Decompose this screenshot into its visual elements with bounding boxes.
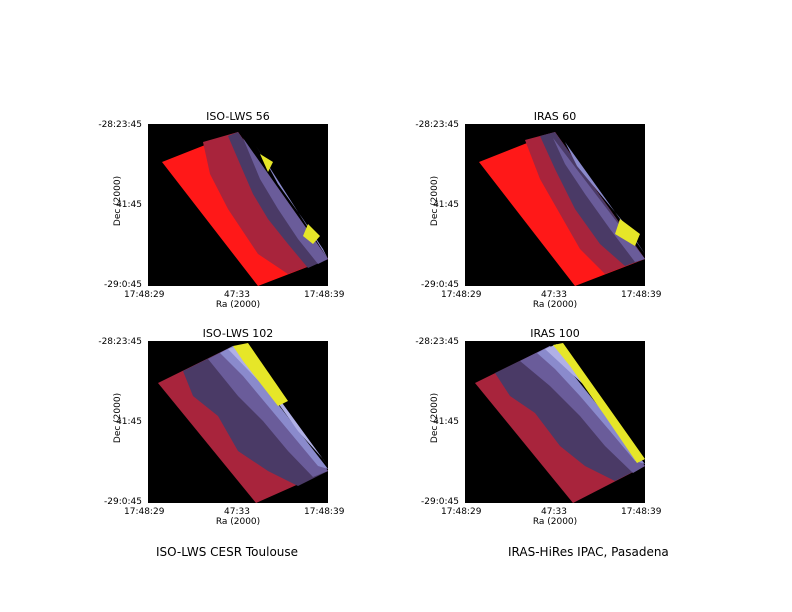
y-axis-label: Dec (2000) <box>430 175 440 227</box>
x-tick-left: 17:48:29 <box>124 290 165 300</box>
panel-title: ISO-LWS 56 <box>206 110 270 123</box>
panel-title: IRAS 60 <box>533 110 577 123</box>
x-tick-right: 17:48:39 <box>621 290 662 300</box>
y-tick-bottom: -29:0:45 <box>104 497 142 507</box>
y-tick-mid: 41:45 <box>116 200 142 210</box>
y-axis-label: Dec (2000) <box>113 392 123 444</box>
map-image <box>148 341 328 503</box>
footer-right-credit: IRAS-HiRes IPAC, Pasadena <box>508 545 669 559</box>
x-axis-label: Ra (2000) <box>215 300 261 310</box>
y-tick-mid: 41:45 <box>116 417 142 427</box>
x-tick-mid: 47:33 <box>224 507 250 517</box>
map-panel-iras-100: IRAS 100 -28:23:45 41:45 -29:0:45 17:48:… <box>415 327 661 527</box>
x-axis-label: Ra (2000) <box>215 517 261 527</box>
y-tick-bottom: -29:0:45 <box>104 280 142 290</box>
x-tick-left: 17:48:29 <box>441 507 482 517</box>
x-tick-right: 17:48:39 <box>304 507 345 517</box>
y-tick-top: -28:23:45 <box>415 120 459 130</box>
y-axis-label: Dec (2000) <box>430 392 440 444</box>
y-tick-mid: 41:45 <box>433 200 459 210</box>
x-tick-left: 17:48:29 <box>124 507 165 517</box>
map-image <box>465 341 645 503</box>
panel-title: ISO-LWS 102 <box>202 327 274 340</box>
x-tick-right: 17:48:39 <box>304 290 345 300</box>
y-tick-top: -28:23:45 <box>415 337 459 347</box>
footer-left-credit: ISO-LWS CESR Toulouse <box>156 545 299 559</box>
map-panel-iso-lws-102: ISO-LWS 102 -28:23:45 41:45 -29:0:45 17:… <box>98 327 344 527</box>
x-tick-right: 17:48:39 <box>621 507 662 517</box>
map-panel-iso-lws-56: ISO-LWS 56 -28:23:45 41:45 -29:0:45 17:4… <box>98 110 344 310</box>
map-image <box>465 124 645 286</box>
map-panel-iras-60: IRAS 60 -28:23:45 41:45 -29:0:45 17:48:2… <box>415 110 661 310</box>
x-axis-label: Ra (2000) <box>532 517 578 527</box>
x-axis-label: Ra (2000) <box>532 300 578 310</box>
x-tick-mid: 47:33 <box>224 290 250 300</box>
y-tick-mid: 41:45 <box>433 417 459 427</box>
y-tick-top: -28:23:45 <box>98 337 142 347</box>
x-tick-mid: 47:33 <box>541 290 567 300</box>
x-tick-mid: 47:33 <box>541 507 567 517</box>
x-tick-left: 17:48:29 <box>441 290 482 300</box>
map-image <box>148 124 328 286</box>
y-tick-top: -28:23:45 <box>98 120 142 130</box>
y-tick-bottom: -29:0:45 <box>421 280 459 290</box>
panel-title: IRAS 100 <box>530 327 580 340</box>
y-tick-bottom: -29:0:45 <box>421 497 459 507</box>
y-axis-label: Dec (2000) <box>113 175 123 227</box>
